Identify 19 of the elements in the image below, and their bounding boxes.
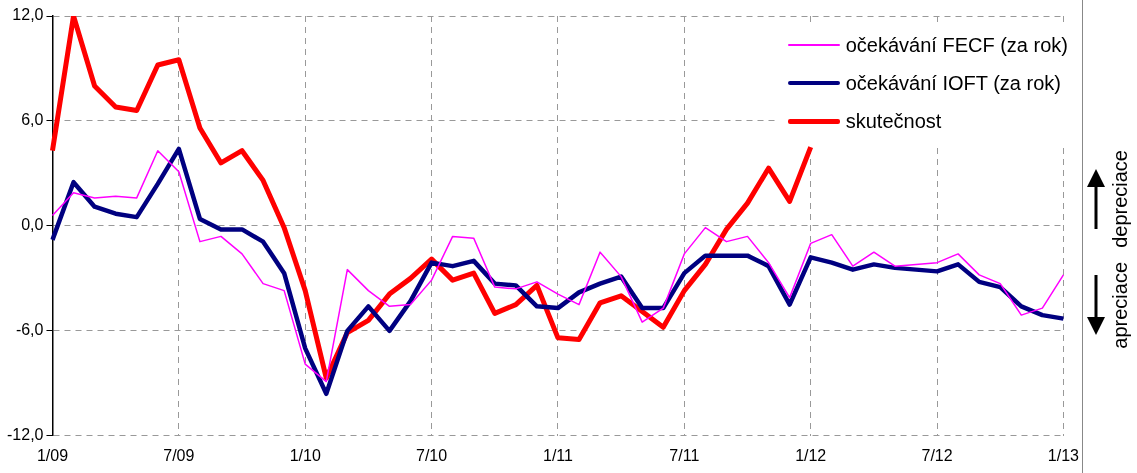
legend-label: skutečnost xyxy=(845,109,942,133)
x-tick-label: 7/12 xyxy=(921,446,953,464)
y-tick-label: 12,0 xyxy=(12,6,44,24)
legend-label: očekávání IOFT (za rok) xyxy=(845,71,1061,95)
y-tick-label: -6,0 xyxy=(15,321,44,339)
x-tick-label: 1/12 xyxy=(795,446,827,464)
x-tick-label: 1/13 xyxy=(1047,446,1080,464)
x-tick-label: 7/09 xyxy=(163,446,195,464)
x-tick-label: 1/11 xyxy=(542,446,574,464)
x-tick-label: 1/09 xyxy=(36,446,69,464)
y-tick-label: -12,0 xyxy=(7,426,44,444)
y-tick-label: 6,0 xyxy=(21,111,44,129)
x-tick-label: 1/10 xyxy=(289,446,321,464)
x-tick-label: 7/10 xyxy=(416,446,448,464)
text: depreciace xyxy=(1109,150,1132,248)
legend-label: očekávání FECF (za rok) xyxy=(845,33,1068,57)
text: apreciace xyxy=(1109,262,1132,349)
y-tick-label: 0,0 xyxy=(21,216,44,234)
x-tick-label: 7/11 xyxy=(669,446,700,464)
